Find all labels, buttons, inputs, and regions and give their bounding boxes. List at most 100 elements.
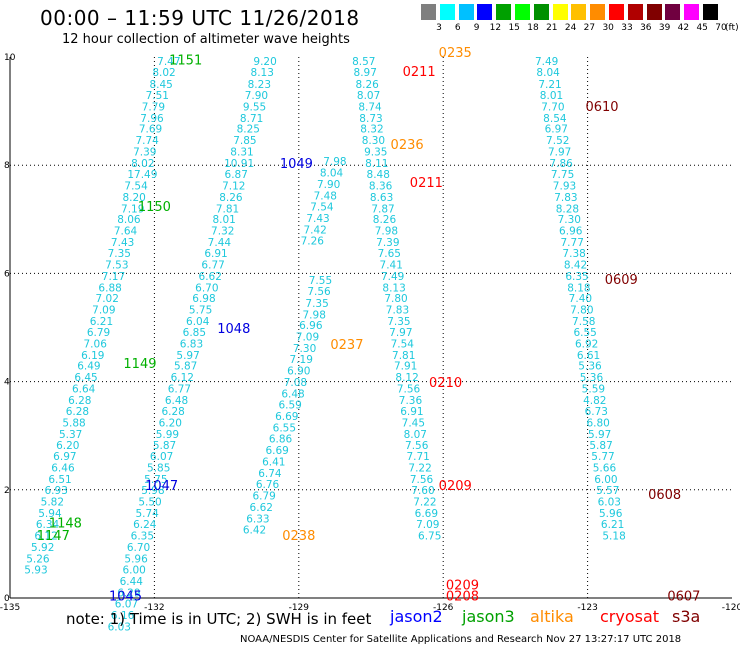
swh-value: 8.71 [240,113,263,125]
swh-value: 7.35 [305,298,328,310]
swh-value: 6.35 [131,531,154,543]
scale-label: 3 [436,23,442,33]
swh-value: 6.00 [594,474,617,486]
swh-value: 17.49 [127,169,157,181]
swh-value: 7.17 [102,271,125,283]
swh-value: 7.97 [389,327,412,339]
swh-value: 6.75 [418,531,441,543]
swh-value: 8.25 [237,124,260,136]
swh-value: 8.04 [536,67,560,79]
swh-value: 5.97 [176,350,199,362]
scale-label: 27 [583,23,596,33]
scale-label: 42 [677,23,690,33]
swh-value: 8.48 [367,169,390,181]
pass-time-label: 0608 [648,488,681,503]
swh-value: 6.90 [287,366,310,378]
pass-time-label: 0610 [585,100,618,115]
scale-swatch [684,4,700,20]
satellite-altika: altika [530,607,574,626]
satellite-cryosat: cryosat [600,607,660,626]
swh-value: 7.22 [413,496,436,508]
swh-value: 7.42 [303,224,326,236]
swh-value: 5.36 [580,372,604,384]
swh-value: 7.21 [538,79,561,91]
scale-swatch [477,4,493,20]
swh-value: 6.62 [199,271,222,283]
scale-swatch [421,4,436,20]
swh-value: 7.65 [378,248,401,260]
swh-value: 6.55 [273,422,296,434]
pass-time-label: 0208 [446,590,479,605]
swh-value: 6.97 [53,451,76,463]
swh-value: 7.74 [135,135,159,147]
swh-value: 7.80 [570,304,593,316]
swh-value: 5.93 [24,565,47,577]
x-tick-label: -135 [0,603,20,613]
swh-value: 8.42 [564,260,587,272]
scale-swatch [665,4,681,20]
swh-value: 6.79 [87,327,110,339]
swh-value: 6.49 [77,361,100,373]
swh-value: 7.45 [402,418,425,430]
swh-value: 6.21 [601,519,624,531]
swh-value: 7.43 [306,213,329,225]
swh-value: 7.52 [546,135,569,147]
swh-value: 6.28 [66,406,89,418]
y-tick-label: 2 [4,486,10,496]
swh-value: 7.56 [307,286,331,298]
pass-time-label: 1049 [280,157,313,172]
swh-value: 6.59 [278,400,301,412]
swh-value: 5.59 [582,383,605,395]
swh-value: 6.00 [122,565,145,577]
x-tick-label: -120 [722,603,740,613]
swh-value: 6.28 [161,406,184,418]
swh-value: 8.73 [359,113,382,125]
y-tick-label: 10 [4,53,16,63]
y-tick-label: 8 [4,161,10,171]
swh-value: 7.56 [410,474,434,486]
swh-value: 5.94 [38,508,62,520]
swh-value: 6.62 [250,502,273,514]
swh-value: 5.97 [588,429,611,441]
swh-value: 6.41 [262,456,285,468]
swh-value: 8.23 [248,79,271,91]
pass-time-label: 0209 [439,479,472,494]
swh-value: 5.92 [31,542,54,554]
swh-value: 8.02 [152,67,175,79]
swh-value: 8.26 [219,192,243,204]
swh-value: 8.04 [320,168,344,180]
swh-value: 8.45 [149,79,172,91]
swh-value: 5.87 [174,361,197,373]
swh-value: 5.98 [141,485,164,497]
swh-value: 6.91 [204,248,227,260]
swh-value: 7.93 [553,181,576,193]
scale-swatch [627,4,643,20]
swh-value: 7.86 [549,158,573,170]
scale-label: 36 [640,23,652,33]
swh-value: 6.97 [545,124,568,136]
scale-swatch [458,4,474,20]
swh-value: 6.45 [74,372,97,384]
swh-value: 7.56 [397,383,421,395]
swh-value: 8.18 [567,282,590,294]
swh-value: 7.54 [124,181,148,193]
pass-time-label: 1148 [49,517,82,532]
scale-label: 21 [546,23,558,33]
swh-value: 7.81 [216,203,239,215]
swh-value: 5.26 [26,553,50,565]
swh-value: 7.06 [84,339,108,351]
swh-value: 8.57 [352,56,375,68]
pass-time-label: 1151 [169,54,202,69]
swh-value: 5.85 [147,462,170,474]
swh-value: 7.98 [303,309,326,321]
swh-value: 7.85 [233,135,256,147]
scale-label: 39 [658,23,671,33]
swh-value: 6.96 [559,225,583,237]
swh-value: 7.98 [323,156,346,168]
scale-swatch [515,4,530,20]
swh-value: 8.13 [382,282,405,294]
swh-value: 7.97 [548,146,571,158]
y-tick-label: 6 [4,269,10,279]
scale-swatch [646,4,662,20]
